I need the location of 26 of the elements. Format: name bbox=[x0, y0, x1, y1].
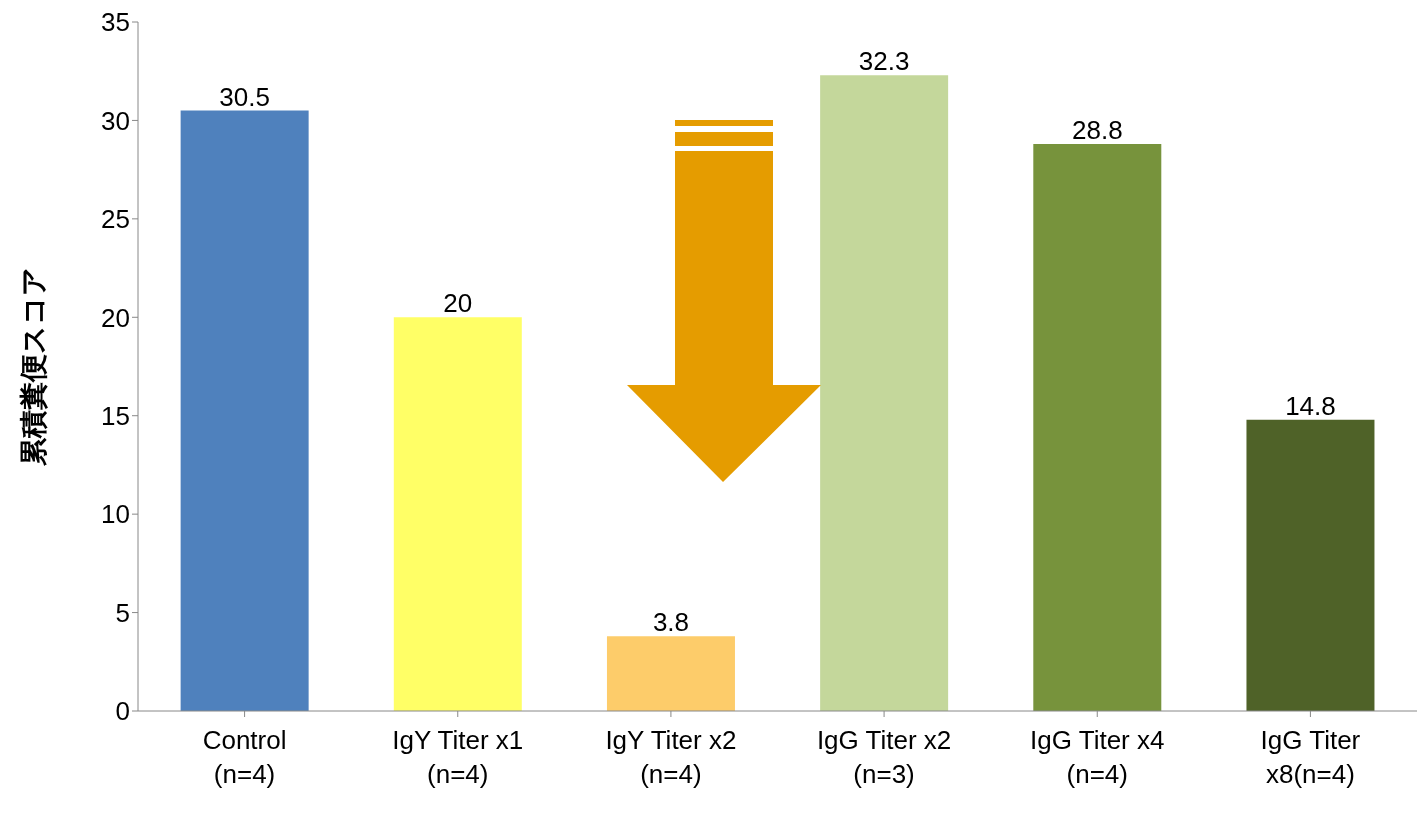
x-tick-label: IgG Titer x8(n=4) bbox=[1260, 725, 1361, 789]
y-tick-label: 15 bbox=[101, 400, 130, 431]
y-tick-label: 5 bbox=[115, 597, 130, 628]
data-label: 28.8 bbox=[1072, 115, 1123, 146]
x-tick-label: IgY Titer x1 (n=4) bbox=[392, 725, 524, 789]
data-label: 32.3 bbox=[858, 46, 910, 77]
x-tick-label: IgY Titer x2 (n=4) bbox=[605, 725, 737, 789]
data-label: 30.5 bbox=[219, 81, 270, 112]
bar bbox=[180, 110, 309, 711]
bar bbox=[606, 636, 735, 711]
y-axis-title: 累積糞便スコア bbox=[17, 267, 49, 467]
y-tick-label: 30 bbox=[101, 105, 130, 136]
y-tick-label: 35 bbox=[101, 7, 130, 38]
bar bbox=[1246, 419, 1375, 711]
x-tick-label: IgG Titer x2 (n=3) bbox=[816, 725, 952, 789]
y-tick-label: 0 bbox=[115, 696, 130, 727]
data-label: 20 bbox=[443, 288, 473, 319]
x-tick-label: IgG Titer x4 (n=4) bbox=[1030, 725, 1165, 789]
y-tick-label: 10 bbox=[101, 499, 130, 530]
data-label: 3.8 bbox=[652, 607, 690, 638]
y-tick-label: 25 bbox=[101, 204, 130, 235]
x-tick-label: Control (n=4) bbox=[202, 725, 287, 789]
data-label: 14.8 bbox=[1285, 390, 1336, 421]
bar bbox=[393, 317, 522, 711]
y-tick-label: 20 bbox=[101, 302, 130, 333]
bar bbox=[1033, 144, 1162, 711]
